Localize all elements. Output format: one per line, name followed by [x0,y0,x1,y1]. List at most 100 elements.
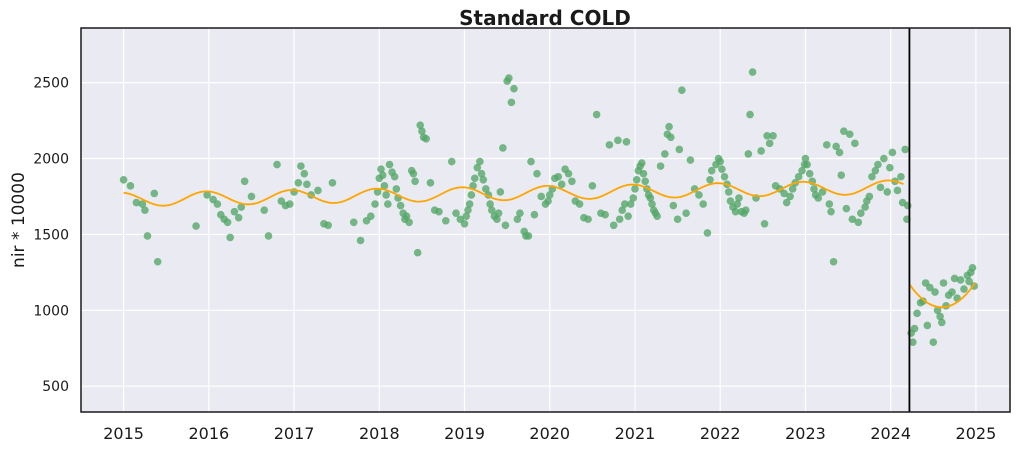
data-point [763,131,771,140]
chart-title: Standard COLD [459,6,631,30]
data-point [533,169,541,178]
data-point [622,138,631,146]
data-point [366,212,375,221]
data-point [735,194,743,202]
data-point [264,232,273,240]
data-point [798,166,806,175]
data-point [726,197,735,205]
data-point [842,204,851,213]
data-point [390,172,399,181]
data-point [537,192,546,201]
data-point [150,189,159,198]
x-tick-label: 2025 [956,424,997,443]
data-point [273,160,281,169]
data-point [861,203,869,211]
data-point [788,185,797,193]
data-point [499,144,507,152]
data-point [477,169,486,178]
data-point [880,154,888,163]
grid-lines [81,28,1010,412]
data-point [476,157,484,166]
data-point [703,229,712,237]
data-point [452,209,460,217]
x-tick-label: 2022 [700,424,741,443]
data-point [931,288,939,296]
y-axis-ticks: 500 1000 1500 2000 2500 [33,76,69,396]
data-point [699,200,707,208]
data-point [656,162,665,170]
data-point [126,182,135,190]
data-point [724,188,733,196]
data-point [314,186,322,195]
data-point [371,200,379,208]
data-point [356,236,365,245]
data-point [234,213,243,222]
data-point [669,201,678,210]
x-tick-label: 2019 [444,424,485,443]
data-point [402,212,411,221]
data-point [527,157,535,166]
data-point [460,219,469,228]
x-tick-label: 2024 [870,424,911,443]
data-point [605,141,614,149]
data-point [673,215,682,224]
data-point [706,175,714,184]
data-point [405,218,413,227]
data-point [132,198,141,207]
data-point [413,248,422,257]
data-point [888,148,897,157]
data-point [950,274,959,283]
data-point [392,185,401,193]
data-point [910,324,919,333]
data-point [923,321,932,330]
data-point [803,160,811,169]
data-point [380,182,389,190]
x-tick-label: 2018 [359,424,400,443]
data-point [926,283,934,292]
data-point [901,145,909,154]
data-point [294,179,303,187]
data-point [786,192,794,201]
data-point [513,215,522,224]
data-point [874,160,882,169]
data-point [609,221,618,230]
data-point [303,180,311,189]
data-point [592,110,601,119]
plot-background [81,28,1010,412]
data-point [575,200,584,208]
data-point [494,209,503,217]
data-point [300,169,309,178]
data-point [919,297,927,306]
data-point [765,139,774,148]
data-point [240,177,249,186]
data-point [416,121,425,129]
data-point [646,194,655,202]
data-point [661,150,669,158]
data-point [141,206,149,214]
model-fit-lines [123,179,976,309]
data-point [829,257,838,266]
data-point [378,171,387,180]
x-tick-label: 2023 [785,424,826,443]
data-point [473,163,482,172]
data-point [297,162,305,170]
data-point [748,68,757,76]
data-point [203,191,211,199]
data-point [720,172,729,181]
data-point [213,200,222,208]
data-point [851,139,859,148]
data-point [396,201,405,210]
data-point [493,215,501,224]
data-point [897,172,905,181]
data-point [614,136,622,145]
data-point [138,200,147,208]
data-point [479,175,488,184]
data-point [192,222,200,230]
data-point [422,134,430,143]
data-point [467,191,476,199]
data-point [893,186,902,195]
data-point [857,209,865,217]
data-point [871,166,880,175]
data-point [960,285,968,293]
